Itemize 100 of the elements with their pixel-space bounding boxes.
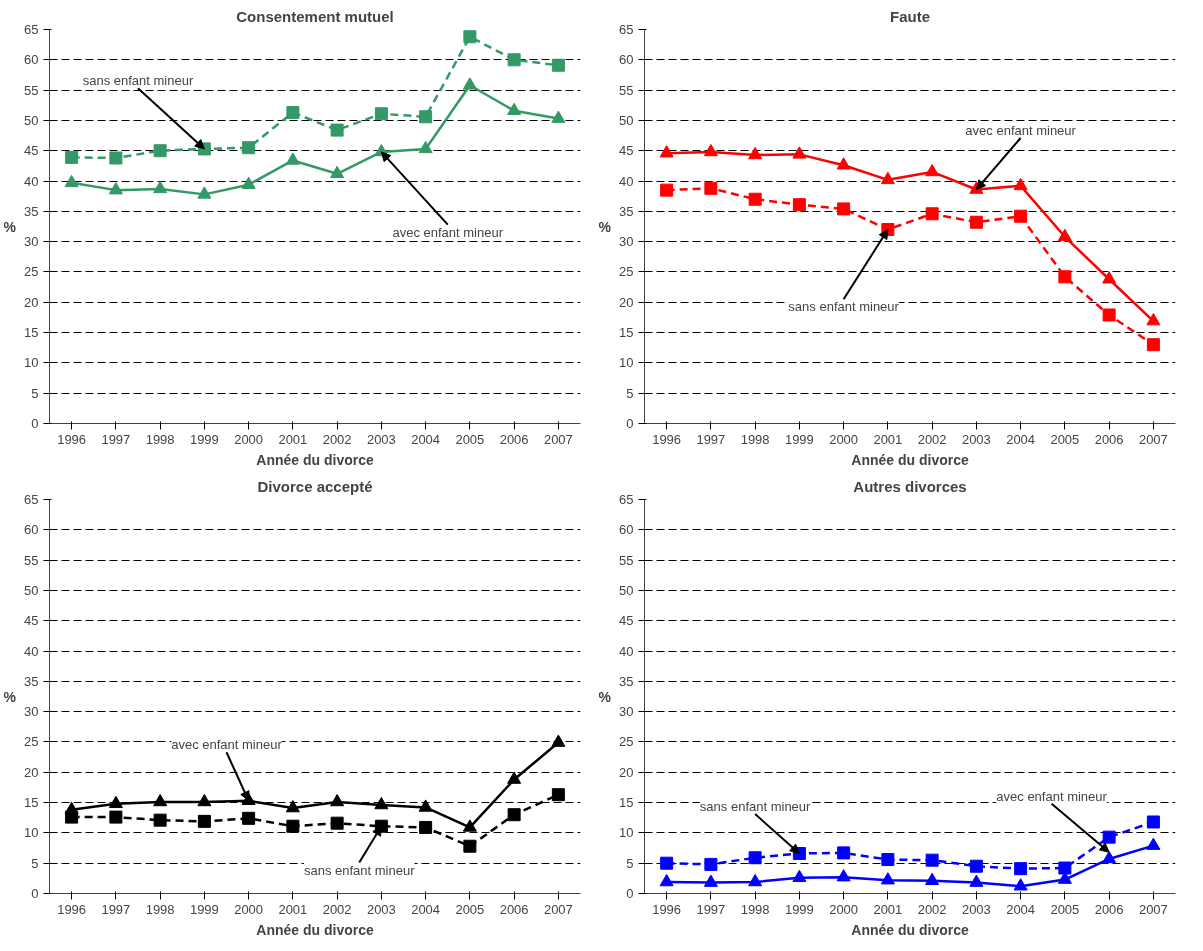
- x-tick-label: 1997: [101, 901, 131, 917]
- x-tick-label: 2005: [1050, 431, 1080, 447]
- y-tick-label: 50: [24, 582, 39, 598]
- y-tick-label: 0: [626, 416, 634, 431]
- annotation: sans enfant mineur: [699, 799, 812, 815]
- y-tick-label: 35: [24, 203, 39, 219]
- x-tick-label: 1998: [740, 431, 770, 447]
- y-tick-label: 15: [619, 795, 634, 811]
- y-axis-title: %: [598, 688, 612, 705]
- y-tick-label: 60: [24, 522, 39, 538]
- y-tick-label: 40: [619, 173, 634, 189]
- x-tick-label: 1996: [652, 901, 682, 917]
- y-tick-label: 30: [24, 704, 39, 720]
- x-tick-label: 2003: [366, 901, 396, 917]
- y-tick-label: 55: [24, 82, 39, 98]
- x-tick-label: 1997: [101, 431, 131, 447]
- x-tick-label: 1997: [696, 901, 726, 917]
- chart-title: Consentement mutuel: [236, 7, 394, 25]
- x-tick-label: 2003: [961, 901, 991, 917]
- x-tick-label: 2004: [1006, 431, 1036, 447]
- y-tick-label: 45: [24, 143, 39, 159]
- x-tick-label: 2003: [961, 431, 991, 447]
- y-tick-label: 15: [24, 795, 39, 811]
- y-tick-label: 30: [24, 234, 39, 250]
- y-tick-label: 55: [619, 552, 634, 568]
- x-tick-label: 2000: [829, 431, 859, 447]
- x-tick-label: 2000: [829, 901, 859, 917]
- y-tick-label: 35: [619, 673, 634, 689]
- x-tick-label: 2000: [234, 901, 264, 917]
- y-tick-label: 35: [24, 673, 39, 689]
- x-tick-label: 2005: [1050, 901, 1080, 917]
- y-tick-label: 50: [619, 582, 634, 598]
- y-tick-label: 10: [619, 355, 634, 371]
- y-tick-label: 60: [619, 52, 634, 68]
- y-axis-title: %: [3, 688, 17, 705]
- y-axis-title: %: [3, 218, 17, 235]
- x-tick-label: 2005: [455, 901, 485, 917]
- y-tick-label: 65: [619, 22, 634, 37]
- y-tick-label: 30: [619, 234, 634, 250]
- y-tick-label: 5: [31, 385, 39, 401]
- x-tick-label: 2006: [499, 901, 529, 917]
- annotation: avec enfant mineur: [392, 224, 504, 240]
- y-tick-label: 25: [619, 264, 634, 280]
- y-tick-label: 60: [24, 52, 39, 68]
- y-tick-label: 40: [619, 643, 634, 659]
- annotation: avec enfant mineur: [171, 737, 283, 753]
- y-tick-label: 5: [626, 385, 634, 401]
- x-tick-label: 1999: [784, 901, 814, 917]
- x-tick-label: 2003: [366, 431, 396, 447]
- y-tick-label: 25: [24, 264, 39, 280]
- y-tick-label: 20: [619, 764, 634, 780]
- y-tick-label: 50: [24, 112, 39, 128]
- annotation: sans enfant mineur: [788, 299, 900, 315]
- x-axis-title: Année du divorce: [256, 921, 374, 938]
- y-tick-label: 5: [31, 855, 39, 871]
- annotation: avec enfant mineur: [996, 788, 1108, 804]
- y-tick-label: 10: [24, 355, 39, 371]
- chart-title: Faute: [890, 7, 931, 25]
- x-tick-label: 2007: [1138, 901, 1168, 917]
- y-tick-label: 20: [619, 294, 634, 310]
- y-tick-label: 30: [619, 704, 634, 720]
- chart-title: Divorce accepté: [257, 477, 373, 495]
- x-tick-label: 2004: [1006, 901, 1036, 917]
- x-tick-label: 1999: [784, 431, 814, 447]
- y-tick-label: 5: [626, 855, 634, 871]
- y-tick-label: 15: [619, 325, 634, 341]
- x-tick-label: 2001: [278, 901, 308, 917]
- y-tick-label: 45: [619, 143, 634, 159]
- x-tick-label: 1999: [189, 901, 219, 917]
- x-tick-label: 2006: [1094, 901, 1124, 917]
- y-tick-label: 25: [24, 734, 39, 750]
- x-tick-label: 1996: [57, 901, 87, 917]
- y-tick-label: 65: [24, 22, 39, 37]
- x-tick-label: 1996: [57, 431, 87, 447]
- x-tick-label: 1999: [189, 431, 219, 447]
- x-tick-label: 1998: [145, 901, 175, 917]
- annotation: sans enfant mineur: [82, 73, 194, 89]
- y-tick-label: 0: [626, 886, 634, 901]
- x-axis-title: Année du divorce: [851, 451, 969, 468]
- x-tick-label: 1997: [696, 431, 726, 447]
- y-tick-label: 0: [31, 416, 39, 431]
- x-tick-label: 2001: [278, 431, 308, 447]
- y-tick-label: 15: [24, 325, 39, 341]
- x-tick-label: 2004: [411, 901, 441, 917]
- y-tick-label: 20: [24, 294, 39, 310]
- y-axis-title: %: [598, 218, 612, 235]
- annotation: avec enfant mineur: [965, 123, 1077, 138]
- chart-title: Autres divorces: [853, 477, 967, 495]
- x-tick-label: 1998: [740, 901, 770, 917]
- y-tick-label: 45: [24, 613, 39, 629]
- x-tick-label: 2002: [322, 431, 352, 447]
- x-tick-label: 2007: [543, 901, 573, 917]
- x-tick-label: 2004: [411, 431, 441, 447]
- y-tick-label: 25: [619, 734, 634, 750]
- y-tick-label: 10: [24, 825, 39, 841]
- y-tick-label: 40: [24, 173, 39, 189]
- annotation: sans enfant mineur: [303, 862, 416, 878]
- x-tick-label: 2005: [455, 431, 485, 447]
- x-tick-label: 2002: [917, 901, 947, 917]
- y-tick-label: 65: [619, 492, 634, 507]
